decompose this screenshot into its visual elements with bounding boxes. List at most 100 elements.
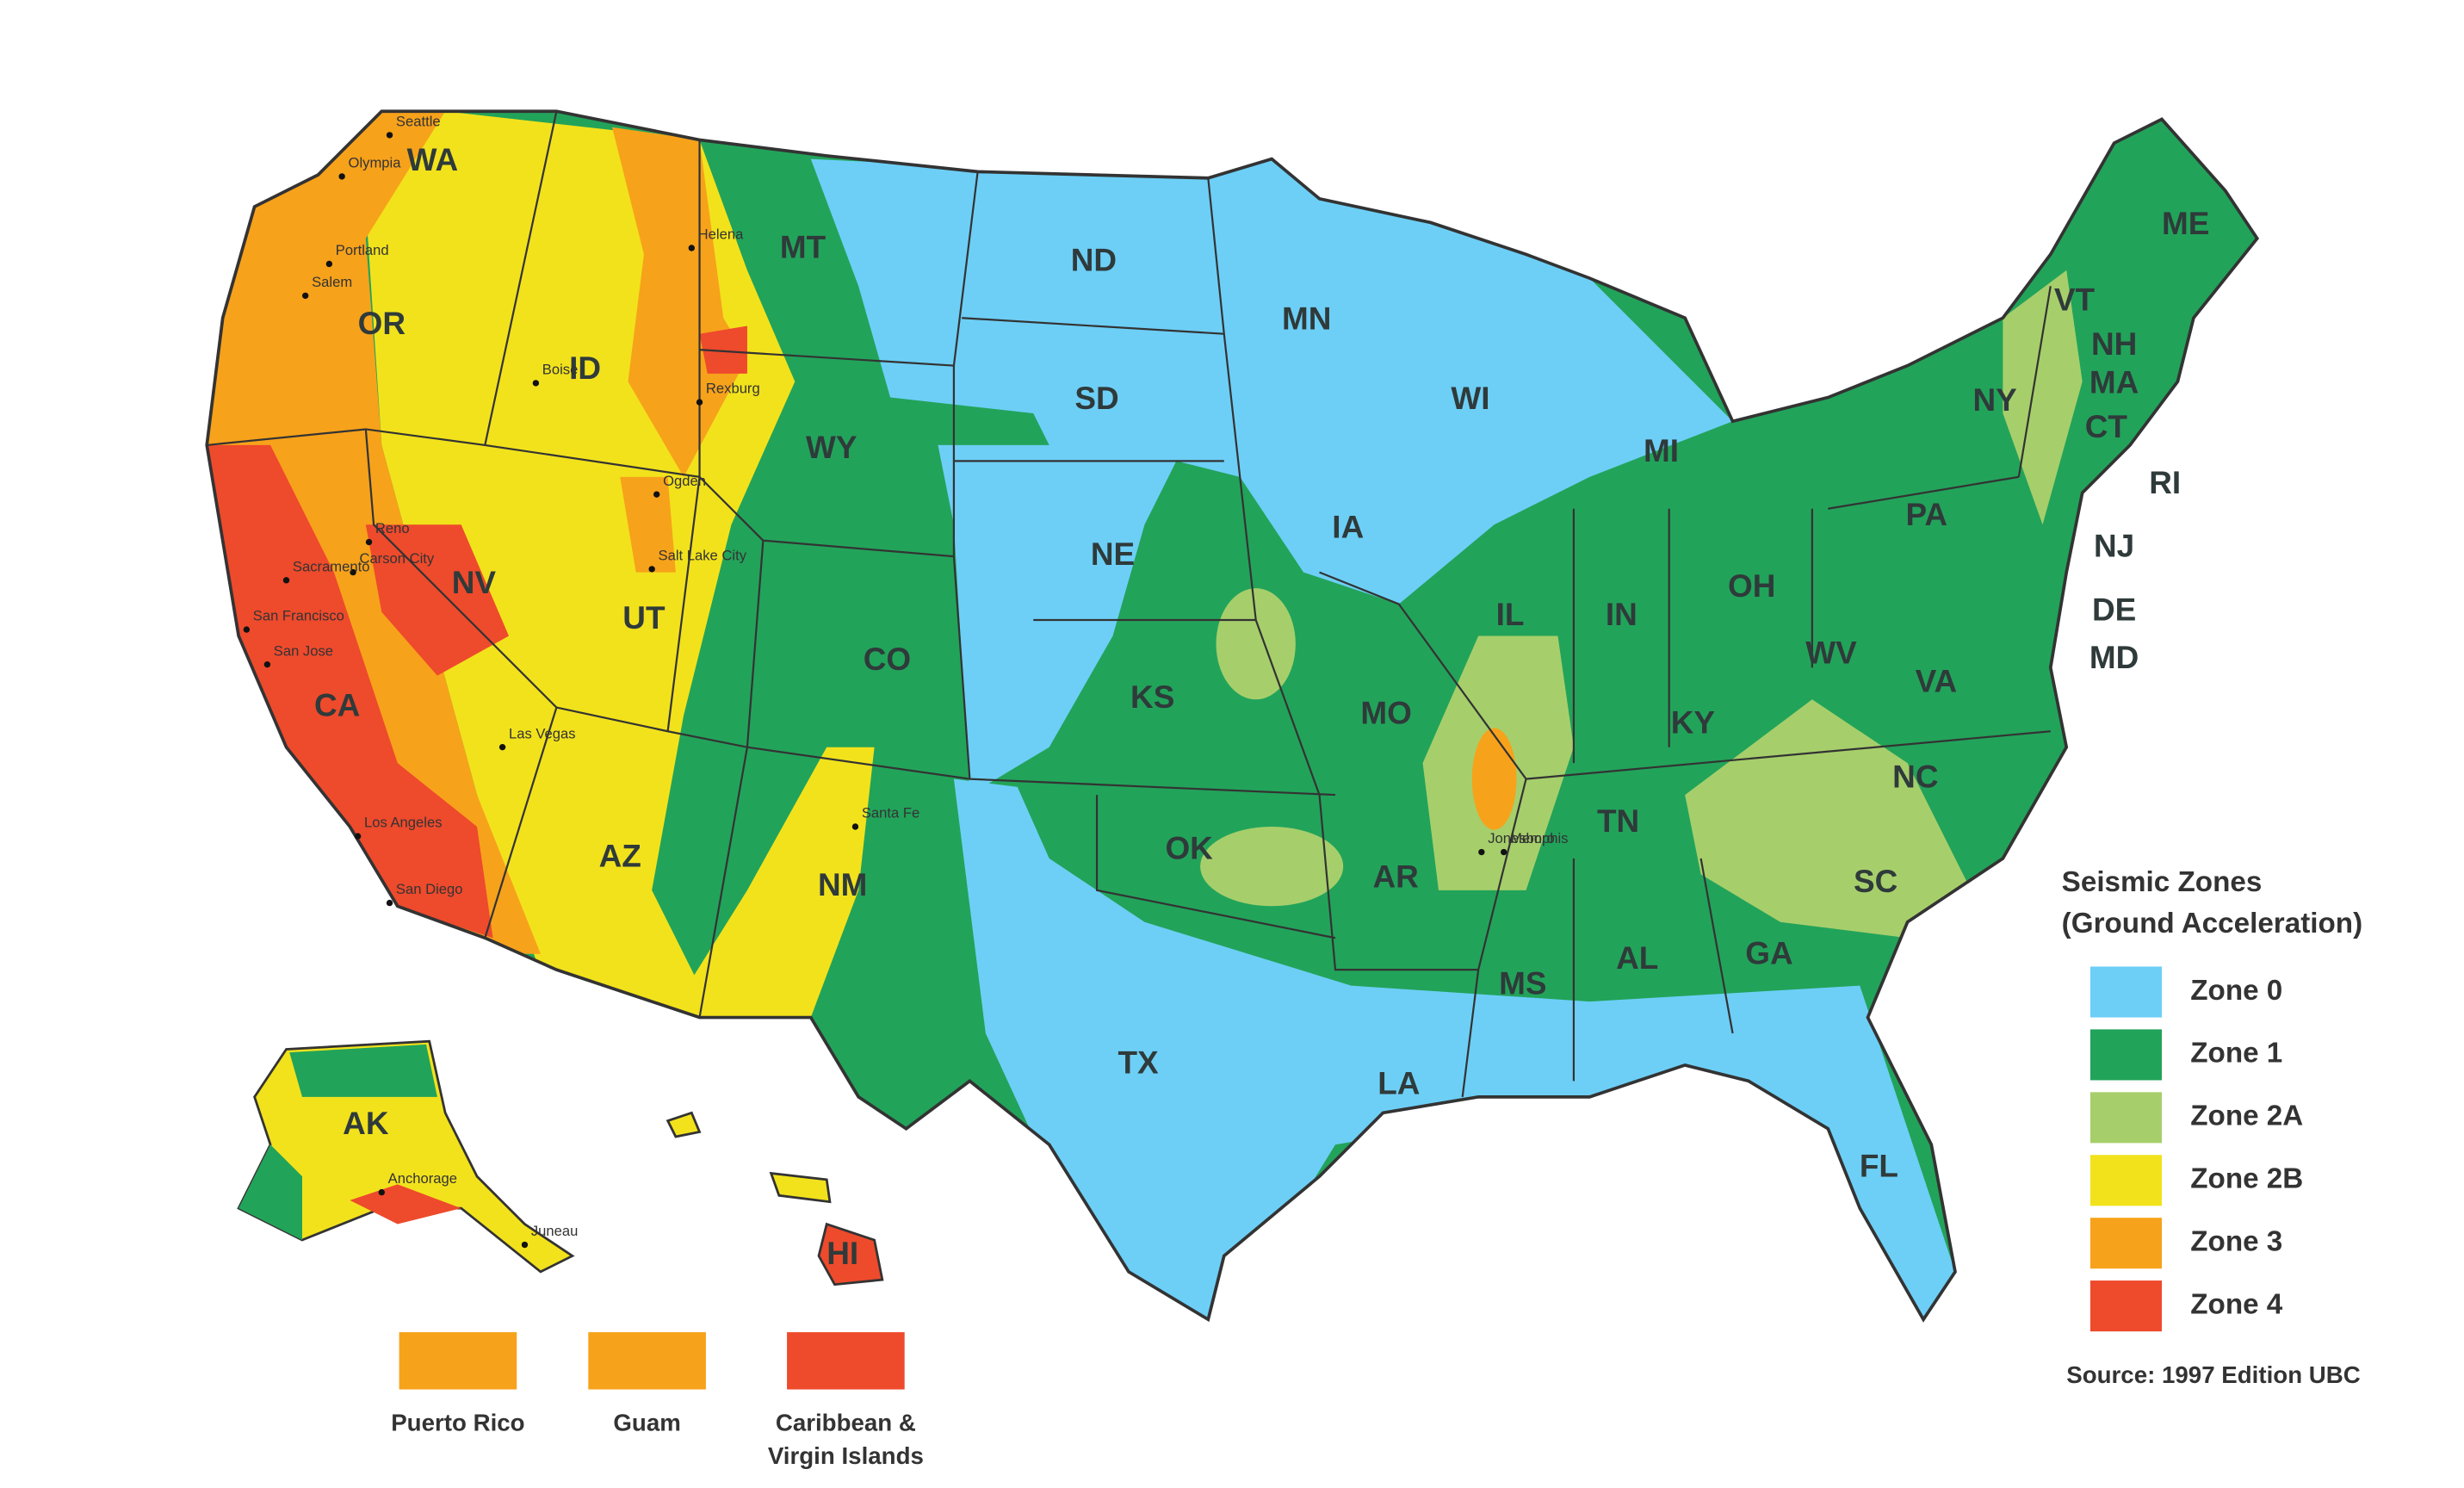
- state-label: MN: [1282, 301, 1331, 337]
- legend-label: Zone 2B: [2190, 1163, 2303, 1195]
- state-label: AL: [1616, 940, 1658, 976]
- state-label: VA: [1916, 664, 1958, 699]
- state-label: CA: [314, 687, 360, 722]
- city-marker: [532, 380, 540, 387]
- state-label: NH: [2091, 326, 2137, 362]
- city-marker: [648, 566, 655, 573]
- source-note: Source: 1997 Edition UBC: [2066, 1361, 2361, 1388]
- city-marker: [653, 491, 660, 498]
- state-label: GA: [1745, 935, 1792, 970]
- zone-area: [1471, 728, 1517, 830]
- city-label: San Jose: [274, 642, 333, 659]
- city-label: San Diego: [396, 881, 463, 897]
- city-marker: [263, 661, 271, 668]
- zone-area: [620, 476, 676, 573]
- state-label: TN: [1597, 803, 1639, 839]
- state-label: ID: [569, 350, 601, 386]
- state-label: IL: [1496, 597, 1525, 632]
- labels: WA OR ID MT WY NV UT CA AZ CO NM ND SD NE KS OK TX MN IA MO…: [237, 114, 2362, 1469]
- us-outline: [205, 109, 2260, 1323]
- zone-area: [1216, 588, 1296, 700]
- state-label: MI: [1644, 433, 1679, 468]
- city-marker: [378, 1188, 385, 1196]
- legend-label: Zone 4: [2190, 1288, 2283, 1320]
- state-label: MO: [1360, 696, 1411, 731]
- state-label: NE: [1091, 536, 1135, 572]
- legend-swatch: [2089, 1029, 2162, 1081]
- city-label: Salt Lake City: [659, 548, 747, 564]
- legend-swatch: [2089, 1218, 2162, 1269]
- legend-label: Zone 0: [2190, 975, 2282, 1007]
- city-label: Portland: [336, 242, 389, 258]
- state-label: SC: [1854, 864, 1898, 899]
- hawaii-island: [666, 1111, 702, 1138]
- state-label: SD: [1074, 381, 1118, 416]
- legend-swatch: [2089, 1092, 2162, 1144]
- city-label: Memphis: [1510, 830, 1568, 846]
- zone-area: [2003, 270, 2083, 525]
- city-marker: [365, 538, 373, 546]
- city-marker: [325, 260, 333, 268]
- state-label: LA: [1377, 1066, 1420, 1101]
- city-label: Ogden: [663, 473, 706, 489]
- state-label: NJ: [2094, 529, 2134, 564]
- state-label: KY: [1671, 705, 1716, 741]
- city-marker: [521, 1241, 529, 1249]
- state-label: OR: [358, 306, 406, 341]
- city-label: Los Angeles: [364, 815, 443, 831]
- state-label: MT: [780, 230, 826, 265]
- city-marker: [851, 823, 859, 830]
- zone-area: [667, 747, 875, 1018]
- state-label: FL: [1860, 1149, 1898, 1184]
- zone-area: [1685, 699, 1972, 939]
- state-label: CO: [864, 642, 911, 677]
- city-marker: [386, 899, 393, 907]
- state-label: OH: [1728, 568, 1775, 604]
- city-marker: [243, 626, 251, 633]
- legend-label: Zone 3: [2190, 1225, 2282, 1257]
- city-label: Rexburg: [706, 381, 760, 397]
- legend-title: Seismic Zones: [2062, 866, 2263, 898]
- city-marker: [350, 568, 356, 576]
- state-label: RI: [2149, 465, 2181, 500]
- legend-swatch: [2089, 1280, 2162, 1332]
- state-label: DE: [2092, 592, 2136, 628]
- state-label: NV: [452, 565, 497, 600]
- legend-label: Zone 2A: [2190, 1100, 2303, 1132]
- state-label: IA: [1332, 510, 1364, 545]
- state-label: ME: [2162, 206, 2209, 241]
- city-label: San Francisco: [253, 608, 344, 624]
- state-label: UT: [622, 600, 666, 636]
- state-label: MD: [2089, 640, 2139, 675]
- state-label: AR: [1372, 859, 1418, 895]
- city-label: Sacramento: [293, 558, 370, 574]
- zone-area: [1200, 827, 1344, 907]
- legend-swatch: [2089, 1155, 2162, 1206]
- city-marker: [1501, 848, 1507, 856]
- city-label: Carson City: [359, 550, 434, 567]
- territory-label: Guam: [613, 1409, 680, 1435]
- city-marker: [282, 577, 290, 584]
- state-label: VT: [2054, 282, 2096, 318]
- state-label: WI: [1451, 381, 1489, 416]
- city-marker: [338, 173, 345, 180]
- city-label: Juneau: [531, 1223, 579, 1239]
- state-label: MS: [1499, 965, 1546, 1001]
- territory-label: Puerto Rico: [391, 1409, 524, 1435]
- state-label: NY: [1973, 382, 2018, 418]
- city-label: Olympia: [349, 155, 402, 171]
- state-label: IN: [1606, 597, 1638, 632]
- city-label: Jonesboro: [1488, 830, 1555, 846]
- legend-title: (Ground Acceleration): [2062, 908, 2362, 939]
- city-marker: [688, 245, 695, 251]
- city-label: Anchorage: [388, 1170, 457, 1187]
- zone-area: [953, 778, 1955, 1320]
- legend-label: Zone 1: [2190, 1038, 2282, 1070]
- state-label: ND: [1071, 242, 1117, 277]
- city-marker: [696, 399, 703, 406]
- territory-swatch: [588, 1332, 706, 1390]
- hawaii-island: [817, 1222, 884, 1286]
- city-marker: [354, 833, 362, 840]
